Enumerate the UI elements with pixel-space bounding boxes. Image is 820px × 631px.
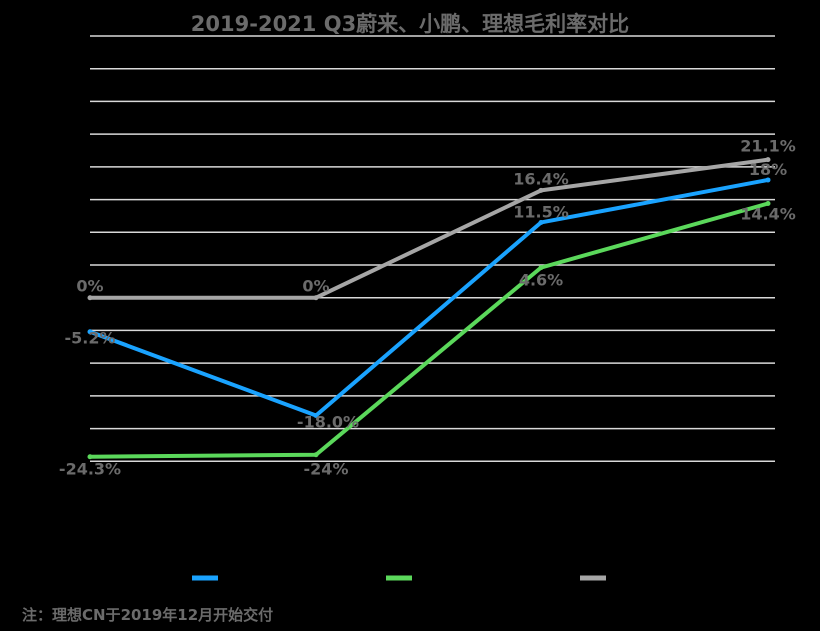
data-point <box>87 295 93 301</box>
data-label: 21.1% <box>740 137 796 156</box>
data-label: 18% <box>749 160 787 179</box>
series-line-1 <box>88 177 770 418</box>
data-label: 0% <box>76 277 103 296</box>
data-labels: -5.2% -18.0% 11.5% 18% -24.3% -24% 4.6% 14.4% 0%… <box>59 137 796 479</box>
chart-note: 注：理想CN于2019年12月开始交付 <box>22 606 274 624</box>
data-point <box>313 295 319 301</box>
data-label: 11.5% <box>513 202 569 221</box>
data-label: -24.3% <box>59 460 121 479</box>
data-point <box>765 177 771 183</box>
data-point <box>87 329 93 335</box>
series-lines <box>87 157 771 460</box>
series-line-2 <box>88 201 770 459</box>
data-point <box>765 200 771 206</box>
data-label: 4.6% <box>519 271 563 290</box>
data-label: -24% <box>304 460 349 479</box>
data-label: -5.2% <box>64 329 115 348</box>
data-point <box>765 157 771 163</box>
data-label: 16.4% <box>513 169 569 188</box>
data-point <box>313 412 319 418</box>
data-label: -18.0% <box>297 412 359 431</box>
data-point <box>538 187 544 193</box>
data-point <box>538 265 544 271</box>
data-point <box>538 219 544 225</box>
data-label: 0% <box>302 277 329 296</box>
gridlines <box>90 35 775 463</box>
data-point <box>313 452 319 458</box>
series-line-3 <box>88 157 770 300</box>
data-point <box>87 454 93 460</box>
chart-title: 2019-2021 Q3蔚来、小鹏、理想毛利率对比 <box>190 12 630 36</box>
data-label: 14.4% <box>740 204 796 223</box>
